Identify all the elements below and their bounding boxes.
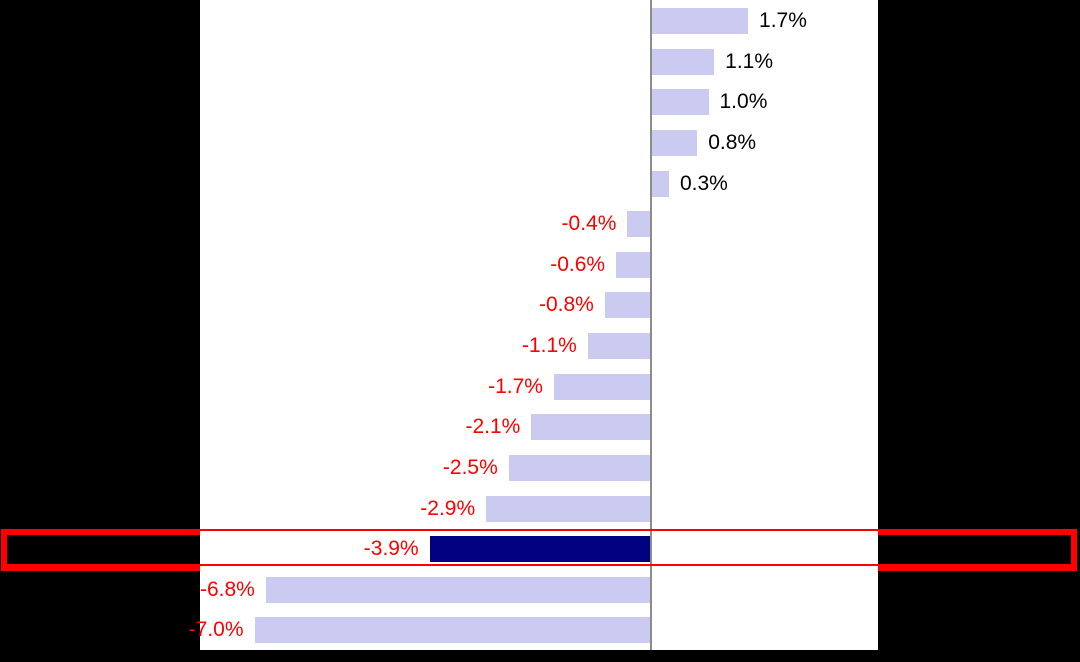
bar	[652, 170, 669, 197]
bar-value-label: -2.1%	[465, 415, 521, 439]
bar	[265, 576, 650, 603]
bar-value-label: 1.7%	[759, 9, 807, 32]
bar-value-label: 0.8%	[708, 130, 757, 154]
bar-value-label: -0.6%	[550, 252, 606, 276]
bar-value-label: 1.1%	[725, 49, 774, 73]
bar-value-label: 1.0%	[719, 90, 768, 114]
bar	[587, 333, 650, 360]
bar	[652, 48, 715, 75]
bar-highlighted	[429, 536, 650, 563]
bar	[486, 495, 650, 522]
bar	[553, 373, 650, 400]
bar	[254, 617, 650, 644]
bar-value-label: -1.1%	[522, 334, 577, 358]
bar	[652, 8, 749, 34]
bar	[531, 414, 650, 441]
bar-value-label: -0.4%	[561, 212, 617, 236]
bar-value-label: -0.8%	[538, 293, 594, 317]
bar-value-label: -7.0%	[188, 618, 244, 642]
plot-area: 1.7% 1.1% 1.0% 0.8% 0.3% -0.4% -0.6% -0.8% -1.1%…	[189, 0, 878, 650]
bar	[604, 292, 650, 319]
bar-value-label: -2.9%	[420, 496, 476, 520]
bar-value-label: 0.3%	[679, 171, 728, 195]
bar	[508, 454, 650, 481]
bar	[652, 89, 709, 116]
bar	[627, 211, 650, 238]
bar-value-label: -2.5%	[442, 455, 498, 479]
bar	[652, 129, 698, 156]
zero-axis-line	[650, 0, 652, 650]
bar-value-label: -3.9%	[363, 537, 419, 561]
bar-value-label: -6.8%	[199, 577, 255, 601]
bar	[616, 251, 650, 278]
bar-value-label: -1.7%	[488, 374, 543, 398]
